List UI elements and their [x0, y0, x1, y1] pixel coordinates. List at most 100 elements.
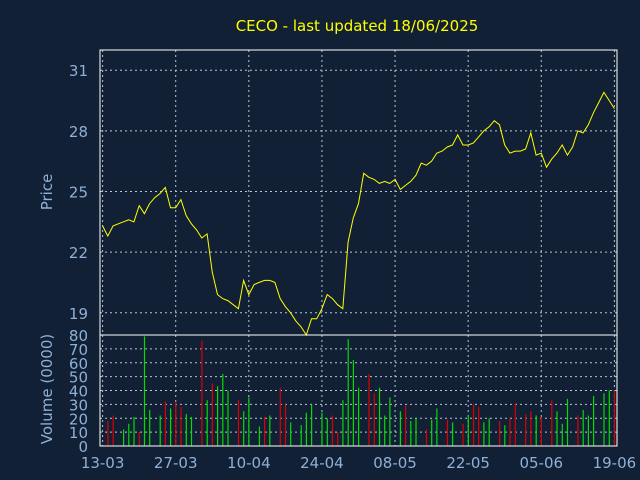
volume-axis-label: Volume (0000) [38, 334, 56, 444]
volume-bar [149, 409, 151, 446]
volume-bar [509, 418, 511, 447]
volume-bar [378, 387, 381, 446]
volume-bar [504, 425, 506, 446]
price-panel: 19 22 25 28 31 [69, 49, 618, 337]
volume-bar [551, 400, 553, 446]
price-tick-label: 28 [69, 123, 88, 141]
volume-bar [593, 396, 595, 446]
volume-bar [264, 416, 266, 446]
volume-tick-label: 40 [69, 383, 88, 401]
volume-tick-label: 10 [69, 424, 88, 442]
volume-tick-label: 80 [69, 327, 88, 345]
volume-bar [472, 404, 475, 446]
x-tick-labels: 13-03 27-03 10-04 24-04 08-05 22-05 05-06 19-06 [81, 454, 636, 472]
volume-bar [373, 393, 375, 446]
volume-bar [368, 373, 370, 446]
volume-bar [535, 415, 537, 446]
volume-bar [530, 411, 532, 446]
volume-bar [452, 422, 454, 446]
volume-bar [352, 360, 354, 446]
volume-bar [175, 401, 177, 446]
volume-bar [582, 409, 584, 446]
volume-bar [462, 423, 464, 446]
volume-bar [300, 425, 302, 446]
volume-bar [347, 339, 349, 446]
volume-plot-frame [99, 334, 618, 447]
volume-bar [399, 411, 401, 446]
volume-bar [248, 397, 250, 446]
volume-bar [170, 408, 172, 446]
volume-bar [190, 416, 193, 446]
x-tick-label: 27-03 [154, 454, 198, 472]
volume-bar [326, 418, 328, 447]
volume-bar [483, 422, 485, 446]
volume-bar [389, 397, 391, 446]
volume-bar [587, 415, 589, 446]
volume-bar [514, 403, 516, 446]
volume-bar [425, 429, 428, 446]
price-tick-label: 22 [69, 244, 88, 262]
x-tick-label: 08-05 [373, 454, 417, 472]
volume-bar [342, 400, 344, 446]
volume-bar [337, 432, 339, 446]
volume-bar [269, 415, 271, 446]
volume-bar [128, 423, 130, 446]
volume-bar [603, 393, 605, 446]
volume-bar [206, 400, 208, 446]
volume-bar [159, 415, 161, 446]
price-tick-label: 25 [69, 183, 88, 201]
volume-bar [499, 421, 501, 446]
volume-bar [478, 407, 480, 446]
volume-bar [279, 387, 281, 446]
volume-bar [211, 383, 213, 446]
volume-bar [488, 418, 490, 447]
x-tick-label: 05-06 [519, 454, 563, 472]
x-tick-label: 24-04 [300, 454, 344, 472]
volume-bar [467, 415, 469, 446]
x-tick-label: 19-06 [593, 454, 637, 472]
volume-bar [201, 340, 203, 446]
chart-title: CECO - last updated 18/06/2025 [236, 17, 479, 35]
volume-bar [415, 418, 417, 447]
volume-bar [112, 415, 114, 446]
volume-bar [384, 415, 386, 446]
x-tick-label: 13-03 [81, 454, 125, 472]
volume-bar [123, 429, 125, 446]
volume-tick-label: 30 [69, 396, 88, 414]
x-tick-label: 10-04 [227, 454, 271, 472]
volume-bar [217, 386, 219, 446]
volume-bar [405, 405, 407, 446]
volume-tick-label: 20 [69, 410, 88, 428]
price-tick-label: 31 [69, 62, 88, 80]
volume-bar [331, 415, 334, 446]
price-line [102, 91, 615, 337]
volume-bar [227, 390, 229, 446]
volume-bar [577, 415, 579, 446]
volume-bar [133, 416, 135, 446]
volume-bar [258, 426, 260, 446]
volume-bar [556, 411, 558, 446]
volume-tick-label: 60 [69, 355, 88, 373]
volume-bar [290, 422, 292, 446]
price-tick-label: 19 [69, 305, 88, 323]
volume-bar [237, 400, 240, 446]
volume-bar [561, 423, 563, 446]
volume-bar [321, 412, 323, 446]
volume-bar [107, 421, 109, 446]
volume-bar [613, 390, 616, 446]
volume-tick-label: 50 [69, 369, 88, 387]
volume-bar [358, 387, 360, 446]
price-axis-label: Price [38, 174, 56, 211]
volume-tick-label: 70 [69, 341, 88, 359]
volume-bar [180, 407, 182, 446]
volume-bar [284, 404, 287, 446]
price-plot-frame [99, 49, 618, 336]
volume-bar [305, 412, 307, 446]
volume-bar [222, 373, 224, 446]
volume-bar [243, 411, 245, 446]
volume-bar [525, 414, 527, 446]
volume-bar [138, 432, 140, 446]
volume-bar [185, 414, 187, 446]
volume-bar [446, 419, 448, 446]
